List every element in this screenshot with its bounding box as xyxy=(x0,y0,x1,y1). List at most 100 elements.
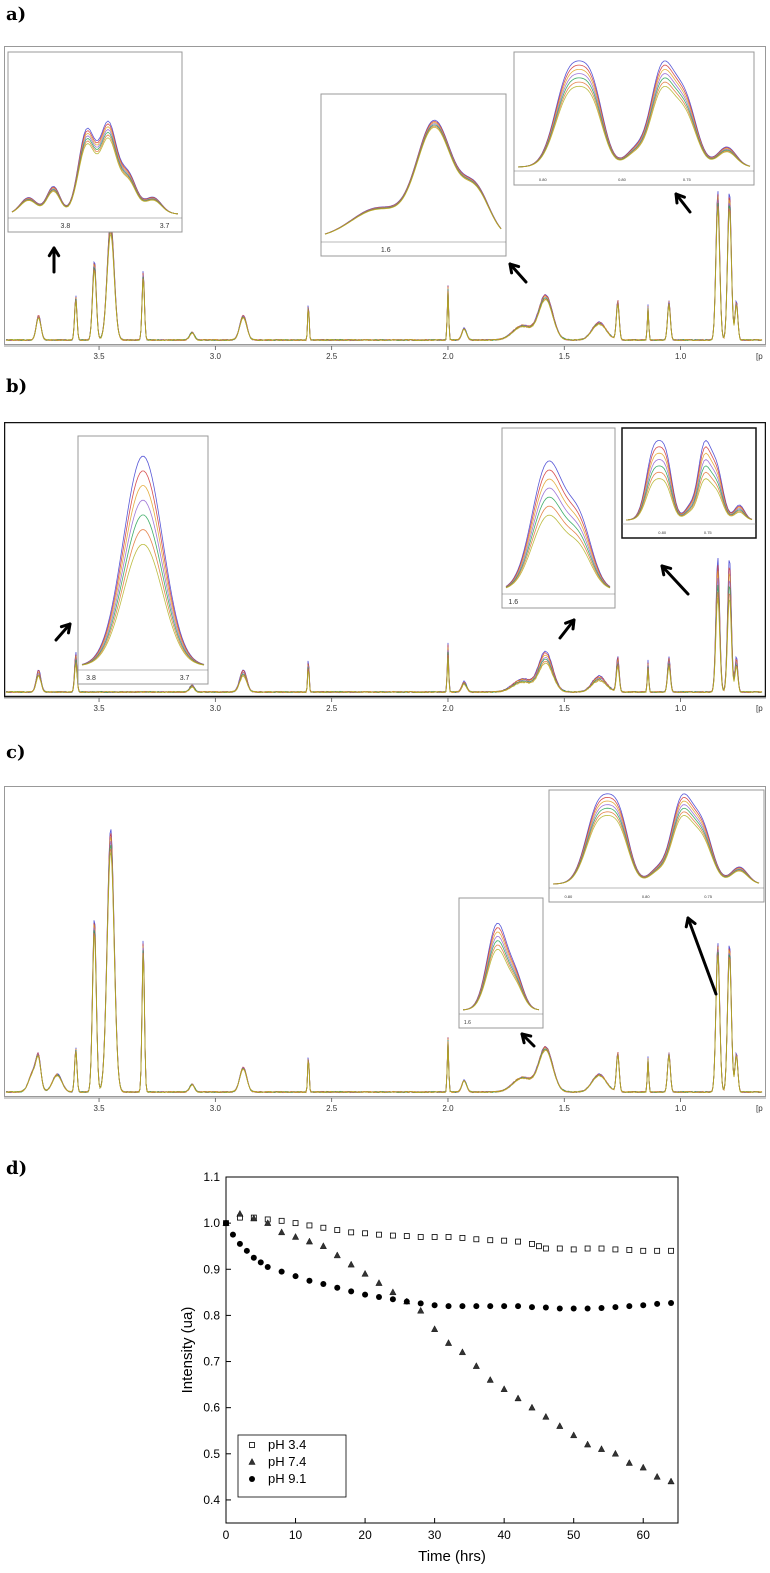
arrow-head-icon xyxy=(47,246,61,258)
inset-trace xyxy=(11,137,179,215)
data-point xyxy=(487,1237,494,1244)
pointer-arrow xyxy=(508,262,528,284)
data-point xyxy=(640,1247,647,1254)
inset-frame xyxy=(513,51,755,186)
x-tick-label: 2.5 xyxy=(326,352,338,361)
inset-trace xyxy=(81,470,205,665)
data-point xyxy=(668,1299,675,1306)
x-tick-label: 20 xyxy=(358,1528,372,1542)
inset-trace xyxy=(462,948,540,1011)
data-point xyxy=(334,1227,341,1233)
x-tick-label: 3.0 xyxy=(210,704,222,713)
data-point xyxy=(306,1222,313,1229)
inset-trace xyxy=(505,460,611,587)
legend-marker xyxy=(249,1476,255,1482)
data-point xyxy=(668,1247,674,1254)
x-tick-label: 3.0 xyxy=(210,1104,222,1113)
x-tick-label: 2.5 xyxy=(326,1104,338,1113)
data-point xyxy=(250,1214,258,1222)
y-tick-label: 1.1 xyxy=(203,1170,220,1184)
arrow-head-icon xyxy=(520,1032,533,1045)
spectrum-trace xyxy=(5,597,763,694)
arrow-head-icon xyxy=(564,618,576,631)
inset-tick-label: 3.8 xyxy=(61,223,71,230)
inset-tick-label: 0.75 xyxy=(683,177,692,182)
data-point xyxy=(458,1348,466,1356)
inset-trace xyxy=(324,126,502,235)
inset-trace xyxy=(518,81,751,168)
y-tick-label: 0.9 xyxy=(203,1262,220,1276)
data-point xyxy=(459,1303,466,1310)
inset-trace xyxy=(505,469,611,588)
data-point xyxy=(431,1325,439,1332)
data-point xyxy=(362,1291,369,1298)
data-point xyxy=(598,1305,605,1312)
data-point xyxy=(570,1305,577,1312)
inset-trace xyxy=(81,455,205,665)
data-point xyxy=(278,1268,285,1275)
x-tick-label: 1.5 xyxy=(559,1104,571,1113)
x-axis-label: Time (hrs) xyxy=(418,1548,486,1565)
legend-label: pH 3.4 xyxy=(268,1437,306,1452)
legend-label: pH 7.4 xyxy=(268,1454,306,1469)
data-point xyxy=(236,1240,243,1247)
inset-frame xyxy=(501,427,616,609)
legend: pH 3.4 pH 7.4 pH 9.1 xyxy=(237,1434,347,1498)
arrow-head-icon xyxy=(674,192,686,205)
data-point xyxy=(348,1229,355,1236)
data-point xyxy=(528,1304,535,1311)
data-point xyxy=(611,1449,619,1457)
data-point xyxy=(473,1303,480,1310)
x-tick-label: 3.5 xyxy=(93,352,105,361)
spectrum-inset: 3.8 3.7 xyxy=(7,51,183,233)
data-point xyxy=(584,1245,591,1252)
pointer-arrow xyxy=(674,192,692,214)
inset-trace xyxy=(505,514,611,589)
data-point xyxy=(347,1260,355,1268)
inset-trace xyxy=(625,459,753,521)
inset-trace xyxy=(625,439,753,521)
data-point xyxy=(292,1273,299,1280)
data-point xyxy=(320,1224,327,1231)
spectrum-inset: 0.80 0.80 0.75 xyxy=(548,789,765,903)
data-point xyxy=(333,1251,341,1259)
data-point xyxy=(243,1247,250,1254)
x-tick-label: 1.0 xyxy=(675,704,687,713)
pointer-arrow xyxy=(54,622,72,642)
data-point xyxy=(375,1279,383,1286)
inset-trace xyxy=(625,471,753,521)
data-point xyxy=(278,1228,286,1236)
data-point xyxy=(445,1303,452,1310)
inset-tick-label: 0.80 xyxy=(642,894,651,899)
legend-marker xyxy=(248,1458,256,1465)
data-point xyxy=(515,1238,521,1245)
data-point xyxy=(556,1305,563,1312)
inset-trace xyxy=(626,465,753,521)
data-point xyxy=(487,1303,494,1310)
inset-frame xyxy=(548,789,765,903)
data-point xyxy=(542,1245,549,1252)
data-point xyxy=(570,1246,577,1253)
panel-label-c: c) xyxy=(6,742,26,763)
inset-trace xyxy=(505,496,611,588)
inset-trace xyxy=(505,505,611,589)
inset-trace xyxy=(505,478,611,588)
inset-trace xyxy=(553,814,760,885)
data-point xyxy=(264,1263,271,1270)
data-point xyxy=(570,1431,578,1439)
inset-tick-label: 3.7 xyxy=(180,675,190,682)
data-point xyxy=(403,1298,410,1305)
y-tick-label: 0.5 xyxy=(203,1447,220,1461)
arrow-head-icon xyxy=(59,622,72,635)
plot-area xyxy=(225,1176,679,1524)
inset-trace xyxy=(518,85,751,168)
y-tick-label: 1.0 xyxy=(203,1216,220,1230)
x-tick-label: 40 xyxy=(497,1528,511,1542)
panel-label-d: d) xyxy=(6,1158,28,1179)
inset-tick-label: 3.7 xyxy=(160,223,170,230)
y-tick-label: 0.6 xyxy=(203,1401,220,1415)
data-point xyxy=(542,1304,549,1311)
inset-trace xyxy=(81,544,205,666)
x-tick-label: 3.5 xyxy=(93,1104,105,1113)
data-point xyxy=(654,1300,661,1307)
